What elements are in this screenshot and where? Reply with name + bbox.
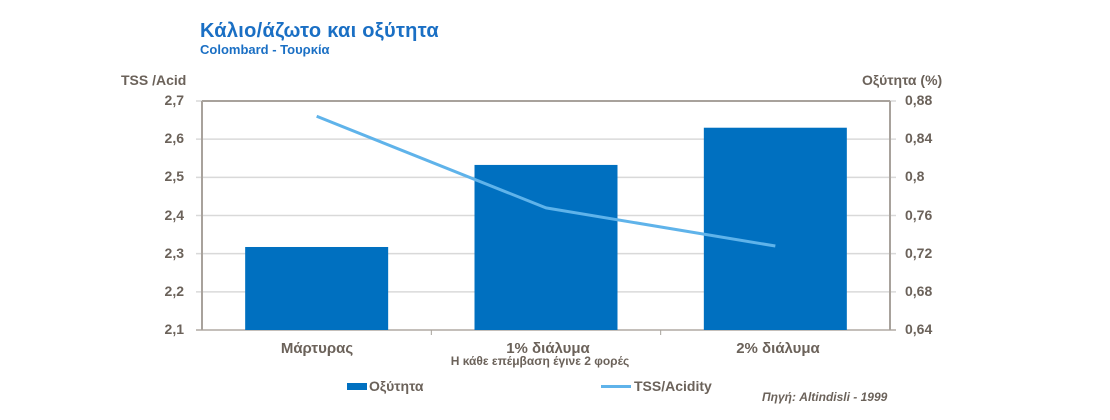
right-tick-label: 0,72 xyxy=(905,244,933,261)
left-tick-label: 2,6 xyxy=(164,130,184,147)
left-axis-title: TSS /Acid xyxy=(121,72,187,88)
right-tick-label: 0,76 xyxy=(905,206,933,223)
source-note: Πηγή: Altindisli - 1999 xyxy=(762,390,888,404)
right-tick-label: 0,84 xyxy=(905,130,933,147)
axes xyxy=(201,100,891,335)
chart-subtitle: Colombard - Τουρκία xyxy=(200,42,330,57)
right-tick-label: 0,88 xyxy=(905,92,933,108)
x-axis-note: Η κάθε επέμβαση έγινε 2 φορές xyxy=(450,354,630,368)
left-tick-label: 2,2 xyxy=(164,282,184,299)
legend-bar-swatch-icon xyxy=(347,382,367,390)
bar-series-acidity xyxy=(245,127,847,330)
legend-label-tss: TSS/Acidity xyxy=(634,378,712,394)
bar-2 xyxy=(703,127,847,330)
right-tick-label: 0,64 xyxy=(905,321,933,337)
left-tick-label: 2,3 xyxy=(164,244,184,261)
bar-0 xyxy=(245,246,389,330)
left-tick-label: 2,7 xyxy=(164,92,184,108)
left-tick-label: 2,1 xyxy=(164,321,184,337)
line-series-tss-acidity xyxy=(316,114,776,248)
right-axis-title: Οξύτητα (%) xyxy=(862,72,943,88)
left-tick-label: 2,5 xyxy=(164,168,184,185)
category-label-2pct: 2% διάλυμα xyxy=(736,340,820,357)
legend-label-acidity: Οξύτητα xyxy=(369,378,424,394)
category-label-1pct: 1% διάλυμα xyxy=(506,340,590,357)
right-tick-label: 0,8 xyxy=(905,168,925,185)
right-tick-label: 0,68 xyxy=(905,282,933,299)
chart-title: Κάλιο/άζωτο και οξύτητα xyxy=(200,20,439,42)
category-label-control: Μάρτυρας xyxy=(280,340,354,357)
legend-item-acidity: Οξύτητα xyxy=(347,378,424,394)
legend-line-swatch-icon xyxy=(601,384,631,388)
bar-1 xyxy=(474,164,618,330)
legend-item-tss: TSS/Acidity xyxy=(601,378,712,394)
left-tick-label: 2,4 xyxy=(164,206,184,223)
